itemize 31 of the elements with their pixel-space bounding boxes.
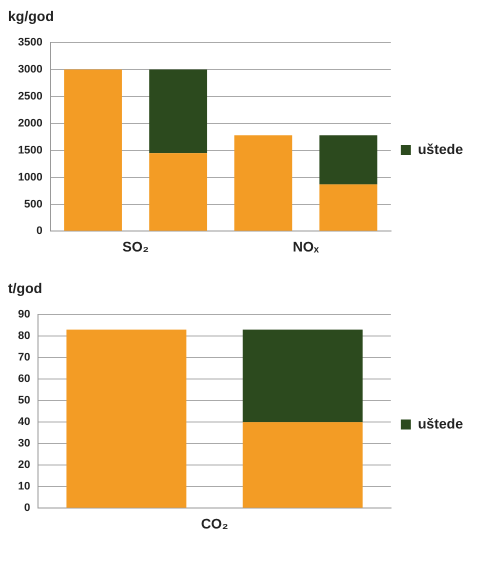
bar [149,153,208,231]
bar [149,70,208,154]
y-tick-label: 0 [36,225,42,238]
y-axis-title: kg/god [7,8,55,26]
y-tick-label: 2500 [18,90,42,103]
x-tick-label: SO₂ [122,238,149,254]
y-tick-label: 50 [18,394,30,407]
y-tick-label: 90 [18,308,30,321]
legend-label: uštede [418,415,464,432]
y-tick-label: 1000 [18,171,42,184]
y-tick-label: 500 [24,198,42,210]
legend-label: uštede [418,140,464,157]
y-tick-label: 2000 [18,117,42,130]
y-tick-label: 0 [24,502,30,514]
y-tick-label: 3500 [18,36,42,49]
y-tick-label: 3000 [18,64,42,76]
x-tick-label: NOₓ [292,238,320,254]
y-tick-label: 10 [18,480,30,493]
y-tick-label: 20 [18,459,30,472]
bar [319,135,378,184]
y-tick-label: 40 [18,416,30,428]
y-tick-label: 30 [18,438,30,450]
y-tick-label: 70 [18,352,30,364]
y-tick-label: 1500 [18,144,42,156]
bar [319,184,378,231]
x-tick-label: CO₂ [200,515,228,532]
y-axis-title: t/god [7,280,44,298]
bar [64,70,122,231]
y-tick-label: 60 [18,373,30,386]
bar [234,135,292,231]
y-tick-label: 80 [18,330,30,342]
